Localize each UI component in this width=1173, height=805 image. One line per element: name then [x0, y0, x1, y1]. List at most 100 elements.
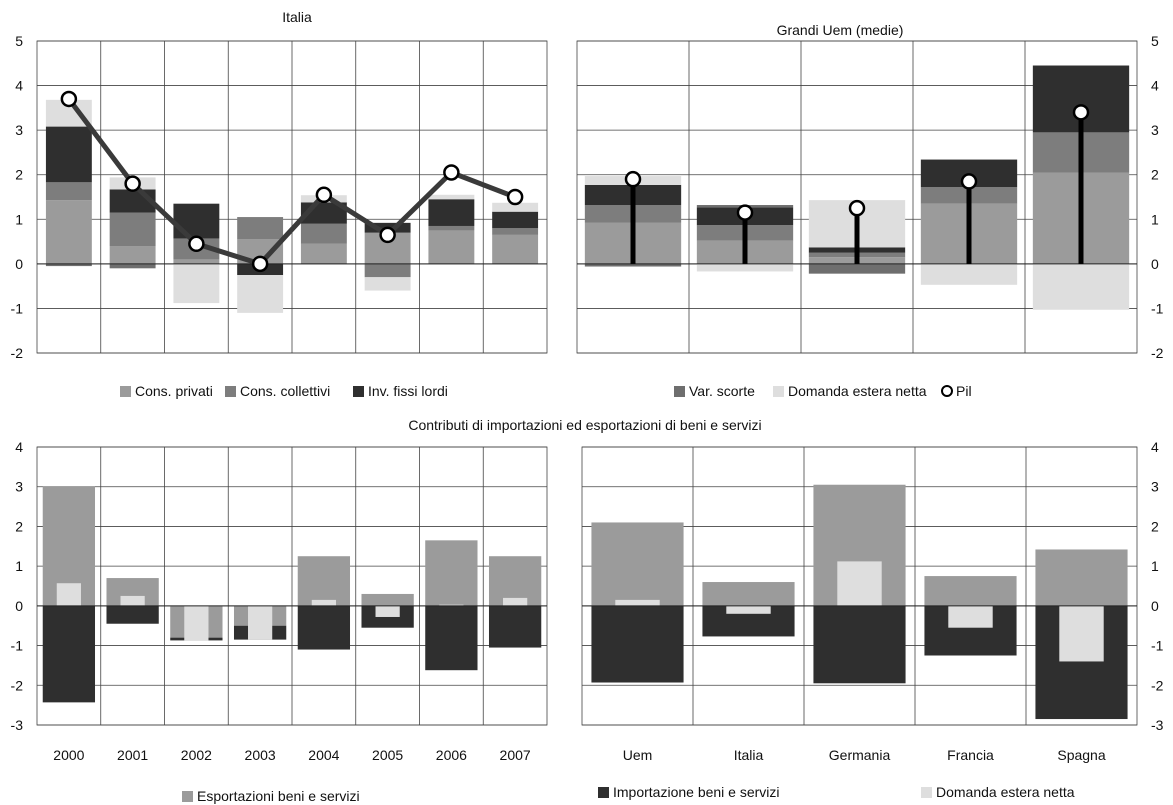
pil-point	[506, 188, 524, 206]
bar-segment	[492, 228, 539, 235]
bar-domanda-estera	[375, 605, 400, 617]
pil-point	[188, 235, 205, 253]
pil-point	[624, 170, 642, 188]
y-tick-label: -2	[1151, 345, 1164, 361]
bar-segment	[237, 275, 284, 313]
y-tick-label: -1	[1151, 638, 1164, 654]
y-tick-label: 3	[15, 479, 23, 495]
bar-segment	[364, 277, 411, 291]
pil-point	[60, 90, 78, 108]
plot-frame	[581, 446, 1138, 726]
bar-segment	[808, 263, 906, 274]
pil-point	[736, 204, 754, 221]
bar-domanda-estera	[120, 595, 145, 606]
bar-segment	[920, 263, 1018, 285]
bar-domanda-estera	[1059, 605, 1104, 662]
plot-frame	[36, 446, 548, 726]
bar-importazioni	[813, 605, 906, 684]
bar-segment	[492, 211, 539, 229]
legend-label-inv-fissi: Inv. fissi lordi	[368, 383, 448, 399]
bar-esportazioni	[297, 556, 351, 606]
pil-point	[379, 226, 396, 244]
y-tick-label: -1	[1151, 300, 1164, 316]
y-tick-label: 4	[1151, 439, 1159, 455]
bar-segment	[45, 182, 92, 201]
pil-point	[960, 173, 978, 190]
bar-segment	[364, 263, 411, 278]
bar-domanda-estera	[726, 605, 771, 614]
bar-segment	[109, 263, 156, 269]
legend-label-cons-privati: Cons. privati	[135, 383, 213, 399]
y-tick-label: 1	[1151, 211, 1159, 227]
bar-esportazioni	[924, 576, 1017, 606]
bar-segment	[428, 230, 475, 264]
chart-title-italia: Italia	[282, 9, 312, 25]
legend-label-pil: Pil	[956, 383, 972, 399]
bar-segment	[173, 259, 220, 264]
y-tick-label: 4	[15, 439, 23, 455]
bar-importazioni	[591, 605, 684, 683]
legend-swatch-importazioni	[598, 787, 609, 798]
bar-segment	[300, 223, 347, 244]
legend-swatch-domanda-estera	[773, 386, 784, 397]
bar-domanda-estera	[503, 597, 528, 606]
bar-segment	[237, 217, 284, 240]
bar-esportazioni	[425, 540, 478, 606]
category-label: 2005	[372, 747, 403, 763]
y-tick-label: -1	[11, 300, 24, 316]
legend-bottom: Esportazioni beni e servizi Importazione…	[182, 784, 1075, 804]
bar-domanda-estera	[184, 605, 209, 641]
y-tick-label: 0	[1151, 598, 1159, 614]
bar-segment	[584, 263, 682, 267]
y-tick-label: -3	[11, 717, 24, 733]
bar-importazioni	[42, 605, 96, 703]
category-label: 2000	[53, 747, 84, 763]
legend-swatch-domanda-estera-bottom	[921, 787, 932, 798]
bar-domanda-estera	[248, 605, 273, 640]
category-label: Francia	[947, 747, 994, 763]
category-label: 2003	[245, 747, 276, 763]
category-label: 2007	[500, 747, 531, 763]
category-label: Uem	[623, 747, 653, 763]
plot-italia: 5 4 3 2 1 0 -1 -2	[11, 33, 548, 361]
bar-importazioni	[425, 605, 478, 671]
legend-top: Cons. privati Cons. collettivi Inv. fiss…	[120, 383, 972, 399]
bar-esportazioni	[702, 582, 795, 606]
legend-swatch-cons-privati	[120, 386, 131, 397]
plot-frame	[576, 40, 1138, 354]
y-tick-label: 1	[15, 211, 23, 227]
legend-swatch-esportazioni	[182, 791, 193, 802]
category-label: Spagna	[1057, 747, 1105, 763]
y-tick-label: -2	[11, 345, 24, 361]
legend-swatch-cons-collettivi	[225, 386, 236, 397]
y-tick-label: -3	[1151, 717, 1164, 733]
y-tick-label: -1	[11, 638, 24, 654]
bar-esportazioni	[591, 522, 684, 606]
legend-marker-pil	[941, 385, 953, 397]
y-tick-label: 1	[1151, 558, 1159, 574]
bar-segment	[45, 126, 92, 183]
legend-label-importazioni: Importazione beni e servizi	[613, 784, 780, 800]
plot-trade-countries: 4 3 2 1 0 -1 -2 -3 Uem Italia Germania Francia Spagn…	[581, 439, 1164, 763]
bar-importazioni	[106, 605, 159, 624]
bar-segment	[45, 263, 92, 267]
bar-esportazioni	[1035, 549, 1128, 606]
bar-segment	[492, 202, 539, 212]
y-tick-label: 2	[1151, 167, 1159, 183]
y-tick-label: 3	[15, 122, 23, 138]
bar-importazioni	[297, 605, 351, 650]
pil-point	[251, 255, 269, 273]
pil-point	[443, 164, 460, 181]
bar-segment	[1032, 263, 1130, 310]
legend-label-cons-collettivi: Cons. collettivi	[240, 383, 330, 399]
y-tick-label: 5	[1151, 33, 1159, 49]
legend-label-domanda-estera-bottom: Domanda estera netta	[936, 784, 1075, 800]
y-tick-label: 2	[15, 518, 23, 534]
bar-segment	[696, 263, 794, 272]
bar-segment	[45, 200, 92, 264]
bar-segment	[300, 243, 347, 264]
bar-esportazioni	[361, 593, 414, 606]
bar-segment	[109, 212, 156, 247]
bar-domanda-estera	[615, 599, 660, 606]
